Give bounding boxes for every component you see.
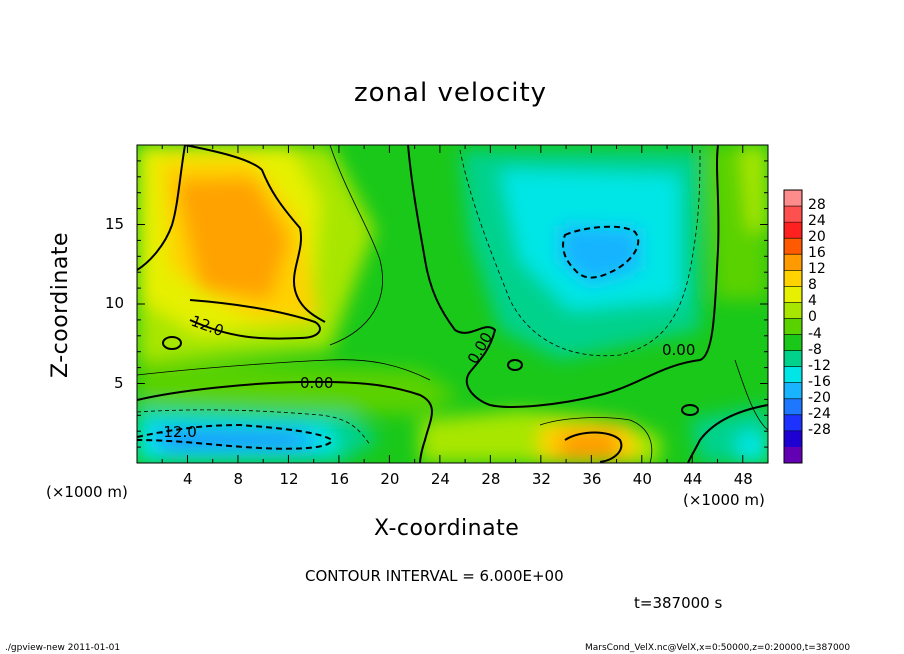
colorbar-label: -8 <box>808 341 822 358</box>
colorbar-swatch <box>784 254 802 271</box>
x-tick-label: 12 <box>279 470 299 488</box>
colorbar-label: 0 <box>808 309 817 326</box>
colorbar-swatch <box>784 430 802 448</box>
colorbar-label: -20 <box>808 389 831 406</box>
colorbar-swatch <box>784 382 802 400</box>
x-tick-label: 4 <box>182 470 193 488</box>
x-tick-label: 20 <box>380 470 400 488</box>
contour-interval: CONTOUR INTERVAL = 6.000E+00 <box>305 567 564 585</box>
colorbar-swatch <box>784 414 802 432</box>
x-tick-label: 24 <box>430 470 450 488</box>
colorbar-label: 28 <box>808 197 826 214</box>
y-axis-title: Z-coordinate <box>47 232 73 378</box>
colorbar-swatch <box>784 222 802 239</box>
contour-lines <box>137 145 768 463</box>
colorbar-swatch <box>784 206 802 223</box>
contour-label-0-left: 0.00 <box>300 374 333 392</box>
colorbar-swatch <box>784 334 802 352</box>
colorbar-swatch <box>784 302 802 319</box>
colorbar-label: -16 <box>808 373 831 390</box>
colorbar-label: 4 <box>808 293 817 310</box>
colorbar-swatch <box>784 446 802 464</box>
colorbar-frame <box>783 189 803 464</box>
x-axis-title: X-coordinate <box>374 516 520 541</box>
x-tick-label: 16 <box>329 470 349 488</box>
colorbar-swatch <box>784 286 802 303</box>
x-unit-right: (×1000 m) <box>683 491 765 509</box>
x-tick-label: 40 <box>632 470 652 488</box>
colorbar-label: 16 <box>808 245 826 262</box>
velocity-field: 12.0 0.00 -12.0 0.00 0.00 <box>137 145 768 463</box>
x-tick-label: 48 <box>733 470 753 488</box>
contour-label-minus12: -12.0 <box>158 423 197 441</box>
colorbar <box>783 189 803 464</box>
x-tick-label: 32 <box>531 470 551 488</box>
colorbar-label: 24 <box>808 213 826 230</box>
x-tick-label: 44 <box>683 470 703 488</box>
colorbar-label: 8 <box>808 277 817 294</box>
colorbar-swatch <box>784 318 802 336</box>
y-tick-label: 10 <box>105 294 125 312</box>
colorbar-swatch <box>784 366 802 384</box>
y-ticks <box>137 160 768 448</box>
x-ticks <box>161 145 769 463</box>
colorbar-label: -24 <box>808 405 831 422</box>
y-tick-label: 5 <box>114 373 124 392</box>
colorbar-label: -4 <box>808 325 822 342</box>
colorbar-swatch <box>784 270 802 287</box>
chart-title: zonal velocity <box>354 78 548 108</box>
colorbar-label: -28 <box>808 421 831 438</box>
footer-left: ./gpview-new 2011-01-01 <box>5 643 121 653</box>
contour-label-0-right: 0.00 <box>662 341 695 359</box>
colorbar-label: 20 <box>808 229 826 246</box>
x-tick-label: 28 <box>481 470 501 488</box>
x-unit-left: (×1000 m) <box>46 483 128 501</box>
time-label: t=387000 s <box>634 594 723 612</box>
x-tick-label: 8 <box>233 470 243 488</box>
y-tick-label: 15 <box>105 214 125 233</box>
colorbar-label: 12 <box>808 261 826 278</box>
colorbar-swatch <box>784 190 802 207</box>
colorbar-swatch <box>784 350 802 368</box>
footer-right: MarsCond_VelX.nc@VelX,x=0:50000,z=0:2000… <box>585 643 851 653</box>
colorbar-swatch <box>784 238 802 255</box>
colorbar-swatch <box>784 398 802 416</box>
colorbar-label: -12 <box>808 357 831 374</box>
x-tick-label: 36 <box>582 470 602 488</box>
